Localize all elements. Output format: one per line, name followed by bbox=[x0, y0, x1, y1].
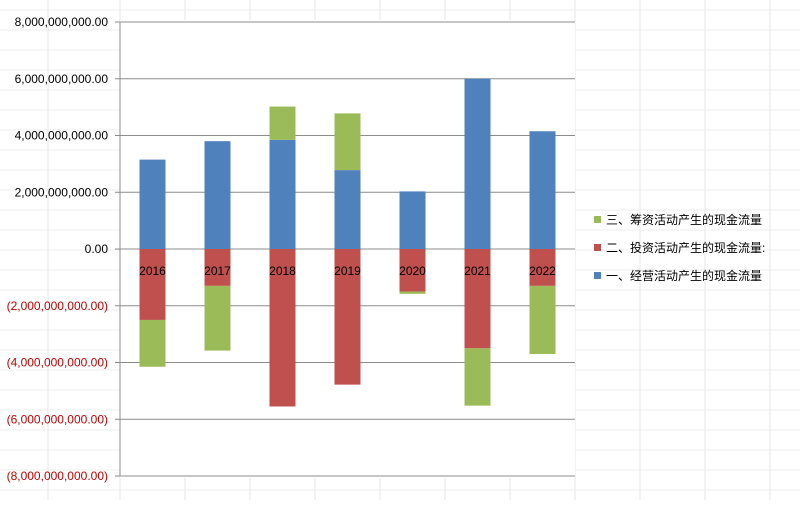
bar-2019-series-2 bbox=[334, 249, 361, 385]
bar-2018-series-2 bbox=[269, 249, 296, 407]
y-tick-label: 4,000,000,000.00 bbox=[15, 129, 109, 143]
bar-2020-series-3 bbox=[399, 291, 426, 294]
bar-2019-series-1 bbox=[334, 170, 361, 249]
y-tick-label: 2,000,000,000.00 bbox=[15, 185, 109, 199]
legend-label: 一、经营活动产生的现金流量 bbox=[606, 268, 762, 283]
y-tick-label: (2,000,000,000.00) bbox=[7, 299, 108, 313]
bar-2021-series-3 bbox=[464, 348, 491, 406]
x-tick-label: 2022 bbox=[529, 264, 556, 278]
bar-2017-series-1 bbox=[204, 141, 231, 249]
bar-2016-series-3 bbox=[139, 319, 166, 367]
x-tick-label: 2021 bbox=[464, 264, 491, 278]
bar-2022-series-2 bbox=[529, 249, 556, 286]
bar-2018-series-1 bbox=[269, 139, 296, 249]
x-tick-label: 2018 bbox=[269, 264, 296, 278]
bar-2016-series-1 bbox=[139, 159, 166, 249]
legend-label: 三、筹资活动产生的现金流量 bbox=[606, 212, 762, 227]
bar-2017-series-3 bbox=[204, 285, 231, 351]
y-tick-label: 6,000,000,000.00 bbox=[15, 72, 109, 86]
legend-swatch bbox=[594, 272, 601, 279]
x-tick-label: 2016 bbox=[139, 264, 166, 278]
bar-2021-series-2 bbox=[464, 249, 491, 349]
bar-2021-series-1 bbox=[464, 78, 491, 249]
legend-label: 二、投资活动产生的现金流量: bbox=[606, 240, 765, 255]
bar-2016-series-2 bbox=[139, 249, 166, 320]
bar-2020-series-1 bbox=[399, 191, 426, 249]
x-tick-label: 2019 bbox=[334, 264, 361, 278]
y-tick-label: (4,000,000,000.00) bbox=[7, 356, 108, 370]
x-tick-label: 2017 bbox=[204, 264, 231, 278]
y-tick-label: (6,000,000,000.00) bbox=[7, 412, 108, 426]
legend-swatch bbox=[594, 244, 601, 251]
bar-2018-series-3 bbox=[269, 106, 296, 140]
bar-2019-series-3 bbox=[334, 113, 361, 171]
y-tick-label: 0.00 bbox=[85, 242, 109, 256]
legend-swatch bbox=[594, 216, 601, 223]
bar-2022-series-3 bbox=[529, 285, 556, 354]
bar-2020-series-2 bbox=[399, 249, 426, 292]
y-tick-label: (8,000,000,000.00) bbox=[7, 469, 108, 483]
x-tick-label: 2020 bbox=[399, 264, 426, 278]
y-tick-label: 8,000,000,000.00 bbox=[15, 15, 109, 29]
bar-2017-series-2 bbox=[204, 249, 231, 286]
bar-2022-series-1 bbox=[529, 131, 556, 249]
